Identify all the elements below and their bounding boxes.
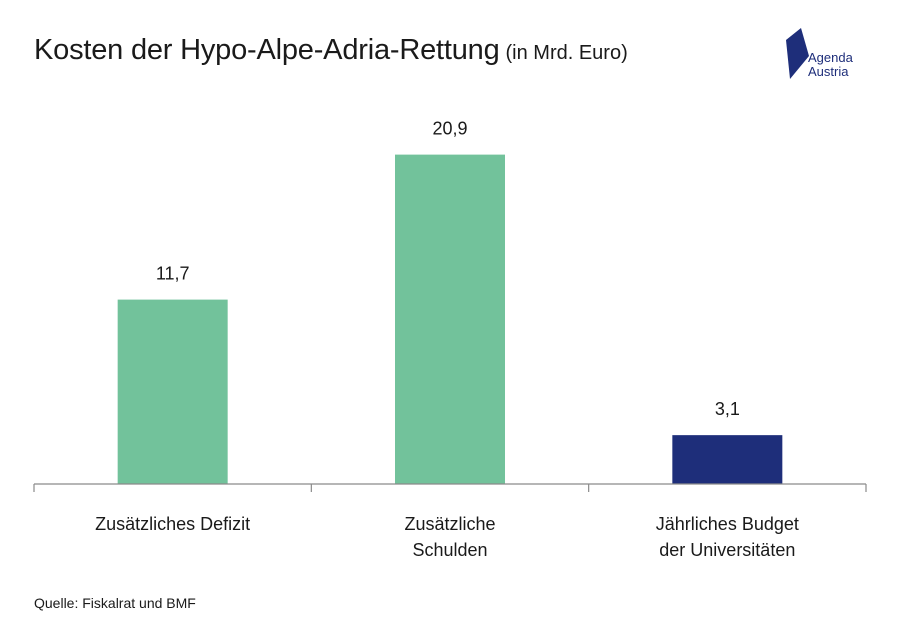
chart-title: Kosten der Hypo-Alpe-Adria-Rettung: [34, 34, 500, 66]
value-label: 11,7: [156, 264, 190, 284]
logo-text-austria: Austria: [808, 64, 849, 79]
logo-text-agenda: Agenda: [808, 50, 853, 65]
bar: [672, 435, 783, 484]
chart-title-row: Kosten der Hypo-Alpe-Adria-Rettung (in Mr…: [34, 34, 628, 67]
category-label-line: Schulden: [412, 540, 487, 560]
value-label: 3,1: [715, 399, 740, 419]
bars-group: [117, 154, 783, 484]
source-note: Quelle: Fiskalrat und BMF: [34, 595, 196, 611]
bar: [395, 154, 505, 484]
category-label: Jährliches Budget der Universitäten: [656, 514, 799, 560]
category-label: Zusätzliches Defizit: [95, 514, 250, 534]
category-label-line: der Universitäten: [659, 540, 795, 560]
category-label-line: Zusätzliche: [404, 514, 495, 534]
x-axis: [33, 483, 867, 492]
agenda-austria-logo-icon: [786, 28, 809, 79]
category-labels-group: Zusätzliches Defizit Zusätzliche Schulden J…: [95, 514, 799, 560]
category-label: Zusätzliche Schulden: [404, 514, 495, 560]
value-labels-group: 11,7 20,9 3,1: [156, 119, 740, 420]
logo-shape: [786, 28, 809, 79]
bar: [117, 299, 228, 484]
category-label-line: Jährliches Budget: [656, 514, 799, 534]
value-label: 20,9: [432, 119, 467, 139]
category-label-line: Zusätzliches Defizit: [95, 514, 250, 534]
chart-subtitle: (in Mrd. Euro): [505, 42, 628, 64]
